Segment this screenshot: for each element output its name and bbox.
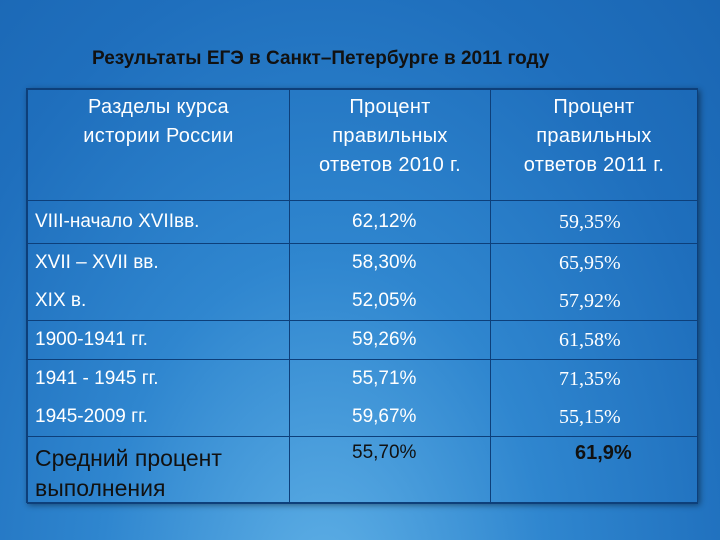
- section-cell: 1941 - 1945 гг. 1945-2009 гг.: [27, 359, 290, 437]
- average-2011-cell: 61,9%: [490, 436, 698, 504]
- value-2010: 58,30%: [352, 252, 417, 273]
- average-label-cell: Средний процент выполнения: [27, 436, 290, 504]
- section-cell: XVII – XVII вв. XIX в.: [27, 243, 290, 321]
- value-2010: 62,12%: [352, 211, 417, 232]
- average-2010: 55,70%: [352, 442, 417, 463]
- section-name: XIX в.: [35, 290, 87, 311]
- header-line: ответов 2010 г.: [319, 154, 461, 176]
- value-2011: 59,35%: [559, 211, 621, 233]
- value-2010-cell: 62,12%: [289, 200, 491, 244]
- average-2011: 61,9%: [575, 442, 632, 464]
- value-2011: 71,35%: [559, 368, 621, 390]
- value-2010: 52,05%: [352, 290, 417, 311]
- header-line: Процент: [349, 96, 431, 118]
- section-name: 1900-1941 гг.: [35, 329, 148, 350]
- table-row: 1941 - 1945 гг. 1945-2009 гг. 55,71% 59,…: [27, 359, 698, 437]
- table-header-row: Разделы курса истории России Процент пра…: [27, 89, 698, 201]
- value-2010: 55,71%: [352, 368, 417, 389]
- average-2010-cell: 55,70%: [289, 436, 491, 504]
- header-line: правильных: [332, 125, 448, 147]
- table-row: 1900-1941 гг. 59,26% 61,58%: [27, 320, 698, 360]
- value-2011: 61,58%: [559, 329, 621, 351]
- section-cell: 1900-1941 гг.: [27, 320, 290, 360]
- value-2011: 65,95%: [559, 252, 621, 274]
- header-2011: Процент правильных ответов 2011 г.: [490, 89, 698, 201]
- section-name: 1941 - 1945 гг.: [35, 368, 159, 389]
- value-2011: 55,15%: [559, 406, 621, 428]
- average-label: выполнения: [35, 475, 166, 501]
- section-cell: VIII-начало XVIIвв.: [27, 200, 290, 244]
- average-label: Средний процент: [35, 445, 222, 471]
- table-row: XVII – XVII вв. XIX в. 58,30% 52,05% 65,…: [27, 243, 698, 321]
- header-line: Разделы курса: [88, 96, 229, 118]
- value-2010: 59,26%: [352, 329, 417, 350]
- header-line: ответов 2011 г.: [523, 154, 665, 176]
- value-2010-cell: 55,71% 59,67%: [289, 359, 491, 437]
- value-2011: 57,92%: [559, 290, 621, 312]
- header-2010: Процент правильных ответов 2010 г.: [289, 89, 491, 201]
- table-row: VIII-начало XVIIвв. 62,12% 59,35%: [27, 200, 698, 244]
- header-sections: Разделы курса истории России: [27, 89, 290, 201]
- value-2010-cell: 59,26%: [289, 320, 491, 360]
- value-2011-cell: 65,95% 57,92%: [490, 243, 698, 321]
- section-name: VIII-начало XVIIвв.: [35, 211, 200, 232]
- header-line: истории России: [83, 125, 234, 147]
- results-table: Разделы курса истории России Процент пра…: [26, 88, 698, 504]
- value-2010: 59,67%: [352, 406, 417, 427]
- value-2011-cell: 71,35% 55,15%: [490, 359, 698, 437]
- value-2010-cell: 58,30% 52,05%: [289, 243, 491, 321]
- slide-title: Результаты ЕГЭ в Санкт–Петербурге в 2011…: [92, 48, 550, 69]
- average-row: Средний процент выполнения 55,70% 61,9%: [27, 436, 698, 504]
- section-name: XVII – XVII вв.: [35, 252, 159, 273]
- header-line: правильных: [536, 125, 652, 147]
- header-line: Процент: [553, 96, 635, 118]
- value-2011-cell: 59,35%: [490, 200, 698, 244]
- section-name: 1945-2009 гг.: [35, 406, 148, 427]
- value-2011-cell: 61,58%: [490, 320, 698, 360]
